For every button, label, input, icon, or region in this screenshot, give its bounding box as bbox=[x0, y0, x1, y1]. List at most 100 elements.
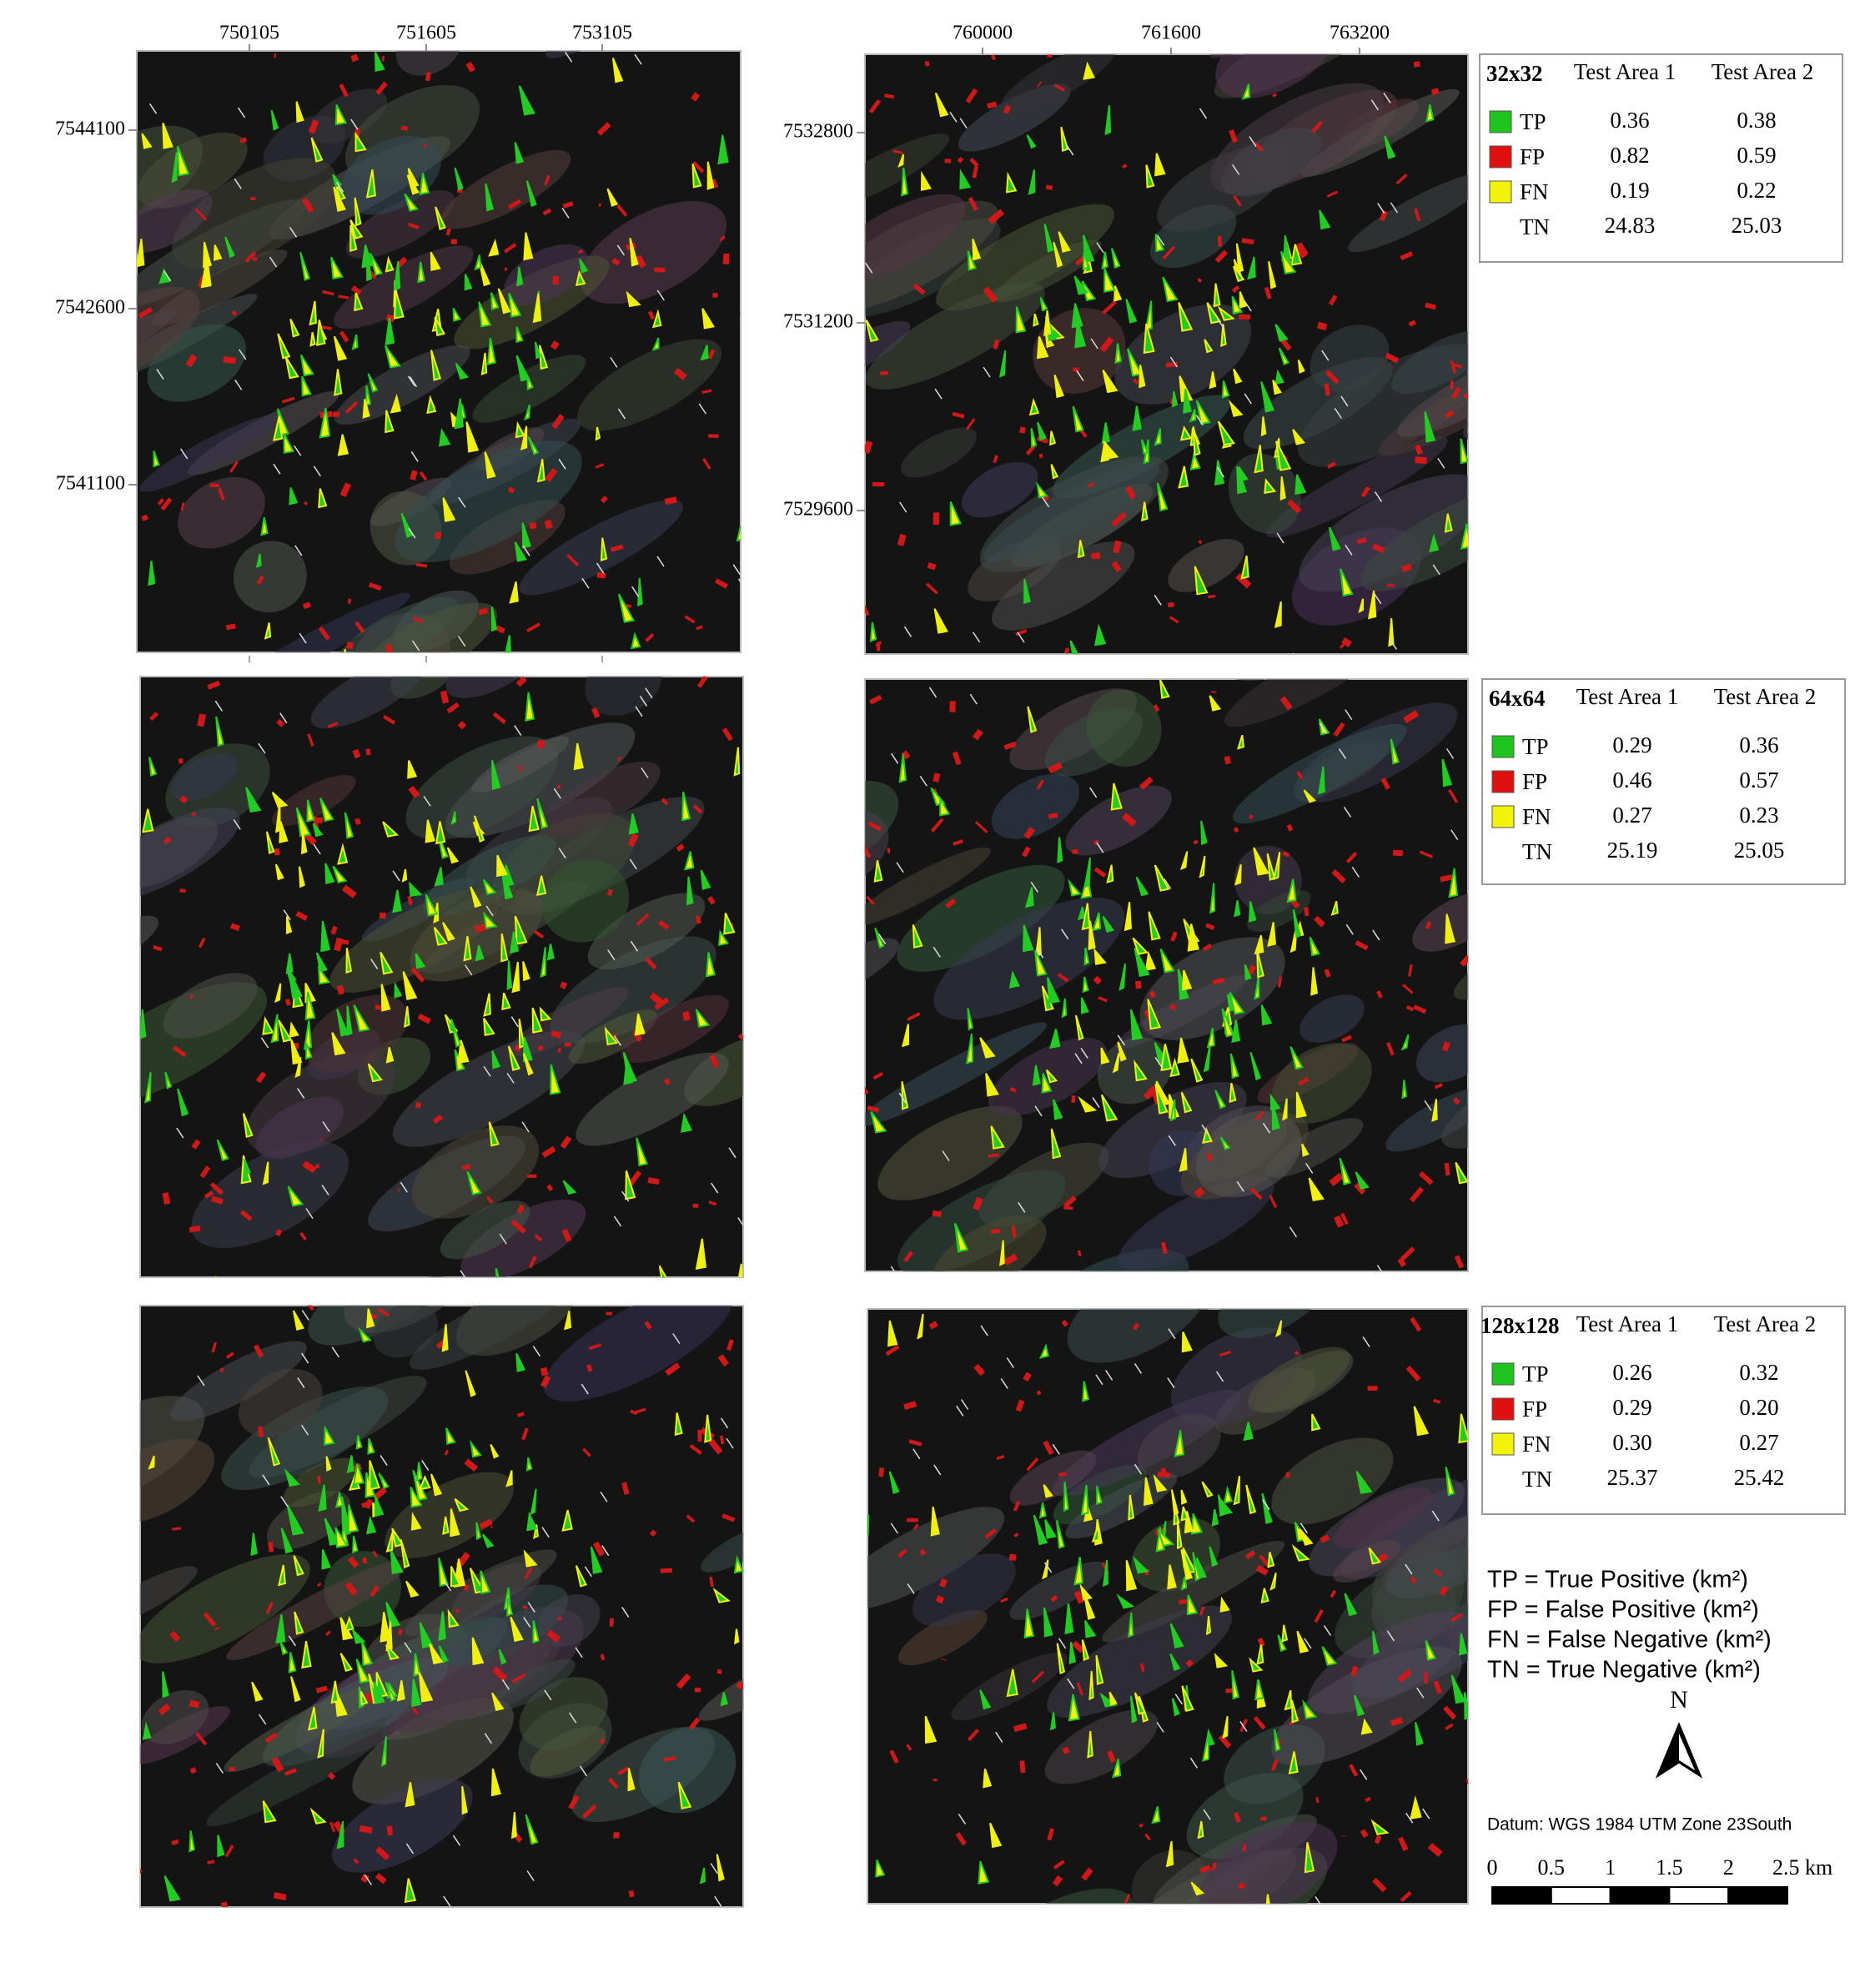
landslide bbox=[1241, 83, 1250, 100]
landslide bbox=[293, 1555, 304, 1577]
false-positive bbox=[465, 61, 475, 73]
false-positive bbox=[1212, 977, 1225, 985]
landslide bbox=[304, 991, 316, 1021]
false-positive bbox=[1072, 1640, 1085, 1653]
false-positive bbox=[1408, 320, 1416, 327]
terrain bbox=[1466, 380, 1468, 440]
landslide bbox=[1256, 949, 1264, 979]
landslide bbox=[515, 355, 530, 382]
terrain bbox=[354, 602, 498, 652]
false-positive bbox=[172, 1527, 182, 1531]
false-positive bbox=[1139, 1663, 1145, 1673]
false-positive bbox=[1444, 1162, 1450, 1176]
false-positive bbox=[1372, 1877, 1387, 1893]
false-positive bbox=[440, 690, 450, 704]
landslide bbox=[490, 606, 498, 632]
trace bbox=[259, 1714, 267, 1725]
false-positive bbox=[1013, 1723, 1028, 1733]
landslide bbox=[1140, 439, 1149, 455]
trace bbox=[1201, 1124, 1209, 1135]
terrain bbox=[539, 761, 661, 838]
landslide bbox=[352, 1535, 359, 1553]
landslide bbox=[1425, 104, 1435, 123]
landslide bbox=[1309, 936, 1320, 957]
false-positive bbox=[316, 1582, 322, 1588]
landslide bbox=[426, 395, 437, 415]
map-content bbox=[140, 1306, 743, 1907]
false-positive bbox=[596, 571, 606, 579]
false-positive bbox=[1233, 195, 1242, 207]
landslide bbox=[636, 1137, 649, 1167]
false-positive bbox=[385, 644, 394, 652]
trace bbox=[711, 1182, 719, 1194]
false-positive bbox=[1169, 1004, 1176, 1010]
trace bbox=[313, 466, 321, 477]
false-positive bbox=[197, 713, 207, 727]
terrain bbox=[171, 752, 238, 802]
false-positive bbox=[865, 440, 873, 455]
landslide bbox=[1249, 1657, 1264, 1673]
false-positive bbox=[906, 1744, 912, 1751]
landslide bbox=[1088, 920, 1096, 950]
terrain bbox=[440, 150, 571, 229]
landslide bbox=[1290, 244, 1303, 266]
false-positive bbox=[868, 98, 882, 114]
landslide bbox=[528, 805, 540, 833]
false-positive bbox=[973, 728, 983, 741]
false-positive bbox=[338, 294, 349, 299]
landslide bbox=[1102, 370, 1118, 394]
landslide bbox=[1154, 234, 1165, 253]
false-positive bbox=[209, 483, 219, 488]
landslide bbox=[1064, 1603, 1074, 1635]
landslide bbox=[1041, 1073, 1053, 1094]
trace bbox=[214, 700, 223, 712]
landslide bbox=[1219, 1136, 1231, 1150]
landslide bbox=[289, 1021, 299, 1038]
landslide bbox=[532, 1620, 540, 1644]
false-positive bbox=[528, 1256, 537, 1269]
legend-swatch bbox=[1489, 145, 1512, 169]
false-positive bbox=[189, 994, 194, 999]
false-positive bbox=[867, 1105, 880, 1113]
landslide bbox=[939, 795, 951, 817]
trace bbox=[1080, 1048, 1088, 1059]
trace bbox=[621, 1190, 630, 1202]
landslide bbox=[1254, 934, 1264, 955]
false-positive bbox=[912, 1523, 919, 1531]
landslide bbox=[1043, 1607, 1053, 1638]
map-image bbox=[864, 678, 1469, 1272]
false-positive bbox=[1019, 426, 1026, 434]
landslide bbox=[562, 1180, 577, 1195]
landslide bbox=[392, 889, 402, 913]
landslide bbox=[1275, 440, 1292, 471]
landslide bbox=[677, 1781, 692, 1809]
terrain bbox=[1385, 1086, 1468, 1152]
row-label: TP bbox=[1522, 1361, 1549, 1387]
false-positive bbox=[325, 1630, 331, 1636]
false-positive bbox=[276, 718, 285, 727]
trace bbox=[510, 1016, 519, 1028]
landslide bbox=[1036, 336, 1049, 360]
terrain bbox=[991, 773, 1080, 839]
landslide bbox=[471, 1637, 485, 1666]
false-positive bbox=[552, 275, 560, 285]
landslide bbox=[546, 944, 555, 961]
trace bbox=[942, 1150, 950, 1161]
landslide bbox=[385, 410, 395, 434]
trace bbox=[1232, 164, 1240, 175]
landslide bbox=[508, 293, 522, 318]
landslide bbox=[1169, 1623, 1184, 1648]
false-positive bbox=[544, 519, 553, 530]
landslide bbox=[278, 1564, 286, 1587]
landslide bbox=[1183, 388, 1192, 414]
landslide bbox=[870, 1110, 887, 1134]
false-positive bbox=[346, 642, 354, 650]
false-positive bbox=[880, 370, 888, 375]
trace bbox=[522, 545, 530, 556]
landslide bbox=[509, 581, 519, 604]
landslide bbox=[275, 1614, 286, 1644]
trace bbox=[1321, 350, 1330, 361]
false-positive bbox=[191, 811, 197, 817]
landslide bbox=[1129, 1695, 1138, 1724]
landslide bbox=[488, 238, 500, 257]
